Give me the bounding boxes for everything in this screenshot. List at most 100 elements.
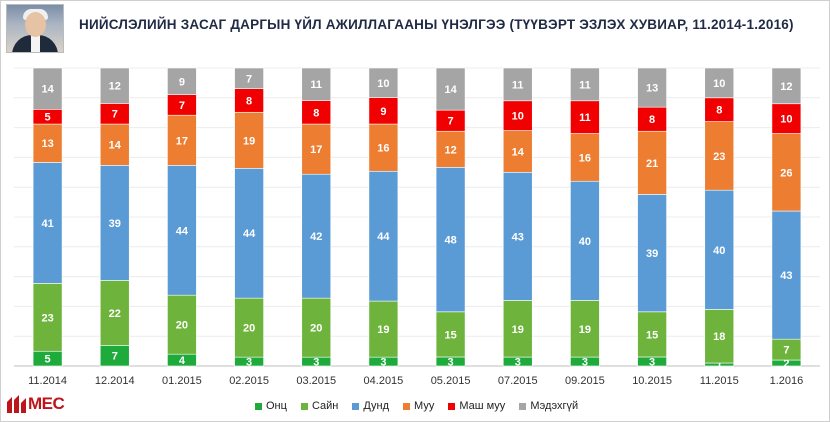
data-label: 10: [377, 78, 389, 90]
bar-segment: [301, 67, 332, 101]
data-label: 8: [716, 105, 722, 117]
x-tick-label: 12.2014: [95, 375, 135, 387]
data-label: 20: [243, 323, 255, 335]
data-label: 15: [646, 329, 658, 341]
chart-title: НИЙСЛЭЛИЙН ЗАСАГ ДАРГЫН ҮЙЛ АЖИЛЛАГААНЫ …: [79, 17, 794, 32]
data-label: 15: [444, 329, 456, 341]
data-label: 22: [109, 308, 121, 320]
bar-segment: [771, 103, 802, 134]
data-label: 13: [646, 83, 658, 95]
data-label: 44: [243, 228, 256, 240]
data-label: 9: [380, 106, 386, 118]
bar-segment: [301, 173, 332, 299]
bar-segment: [704, 309, 735, 364]
data-label: 20: [176, 320, 188, 332]
bar-segment: [368, 67, 399, 98]
bar-segment: [570, 133, 600, 182]
data-label: 10: [512, 111, 524, 123]
legend-label: Сайн: [311, 400, 339, 412]
x-tick-label: 01.2015: [162, 375, 202, 387]
legend-swatch: [255, 402, 262, 410]
logo-mark-icon: [7, 395, 26, 413]
bar-segment: [167, 67, 197, 95]
bar-segment: [32, 67, 63, 110]
bar-segment: [502, 172, 533, 301]
data-label: 26: [780, 167, 792, 179]
x-tick-label: 10.2015: [632, 375, 672, 387]
legend-item: Онц: [255, 399, 287, 413]
data-label: 23: [713, 151, 725, 163]
data-label: 14: [109, 140, 122, 152]
data-label: 2: [783, 358, 789, 370]
legend: Онц Сайн Дунд Муу Маш муу Мэдэхгүй: [255, 399, 578, 413]
legend-swatch: [352, 402, 360, 410]
data-label: 18: [713, 331, 725, 343]
data-label: 3: [582, 357, 588, 369]
legend-item: Мэдэхгүй: [519, 399, 578, 413]
data-label: 12: [109, 81, 121, 93]
bar-segment: [704, 67, 735, 99]
data-label: 5: [45, 354, 51, 366]
data-label: 7: [179, 100, 185, 112]
legend-item: Муу: [403, 399, 434, 413]
data-label: 3: [448, 356, 454, 368]
bar-segment: [435, 67, 466, 111]
portrait-photo: [6, 4, 64, 53]
data-label: 43: [780, 270, 792, 282]
data-label: 7: [783, 345, 789, 357]
data-label: 3: [515, 357, 521, 369]
data-label: 9: [179, 76, 185, 88]
data-label: 44: [377, 231, 390, 243]
bar-segment: [704, 121, 735, 191]
bar-segment: [368, 97, 399, 125]
data-label: 21: [646, 158, 658, 170]
x-tick-label: 11.2014: [28, 375, 67, 387]
data-label: 19: [243, 135, 255, 147]
data-label: 19: [377, 324, 389, 336]
data-label: 23: [41, 312, 53, 324]
bar-segment: [167, 294, 197, 355]
data-label: 20: [310, 323, 322, 335]
data-label: 11: [579, 112, 591, 124]
bar-segment: [637, 106, 667, 132]
x-tick-label: 05.2015: [431, 375, 471, 387]
bar-segment: [234, 111, 264, 169]
data-label: 17: [310, 144, 322, 156]
data-label: 44: [176, 225, 189, 237]
bar-segment: [771, 210, 802, 340]
data-label: 16: [377, 143, 389, 155]
bar-segment: [570, 67, 600, 102]
data-label: 3: [313, 357, 319, 369]
data-label: 17: [176, 135, 188, 147]
data-label: 13: [41, 138, 53, 150]
data-label: 7: [112, 351, 118, 363]
data-label: 42: [310, 231, 322, 243]
legend-swatch: [300, 402, 308, 410]
data-label: 8: [246, 95, 252, 107]
data-label: 43: [512, 231, 524, 243]
bar-segment: [771, 67, 802, 105]
bar-segment: [435, 167, 466, 313]
data-label: 48: [444, 235, 456, 247]
bar-segment: [32, 283, 63, 352]
x-tick-label: 11.2015: [700, 375, 739, 387]
bar-segment: [570, 100, 600, 134]
logo-text: МЕС: [28, 394, 65, 413]
x-tick-label: 1.2016: [770, 375, 804, 387]
data-label: 8: [313, 107, 319, 119]
data-label: 16: [579, 152, 591, 164]
bar-segment: [167, 114, 197, 166]
legend-label: Муу: [414, 400, 435, 412]
data-label: 10: [780, 114, 792, 126]
bar-segment: [502, 67, 533, 102]
bar-segment: [368, 123, 399, 172]
bar-segment: [301, 123, 332, 175]
legend-swatch: [448, 402, 456, 410]
legend-swatch: [519, 402, 527, 410]
x-tick-label: 07.2015: [498, 375, 538, 387]
data-label: 40: [579, 236, 591, 248]
data-label: 39: [109, 218, 121, 230]
bar-segment: [502, 100, 533, 131]
